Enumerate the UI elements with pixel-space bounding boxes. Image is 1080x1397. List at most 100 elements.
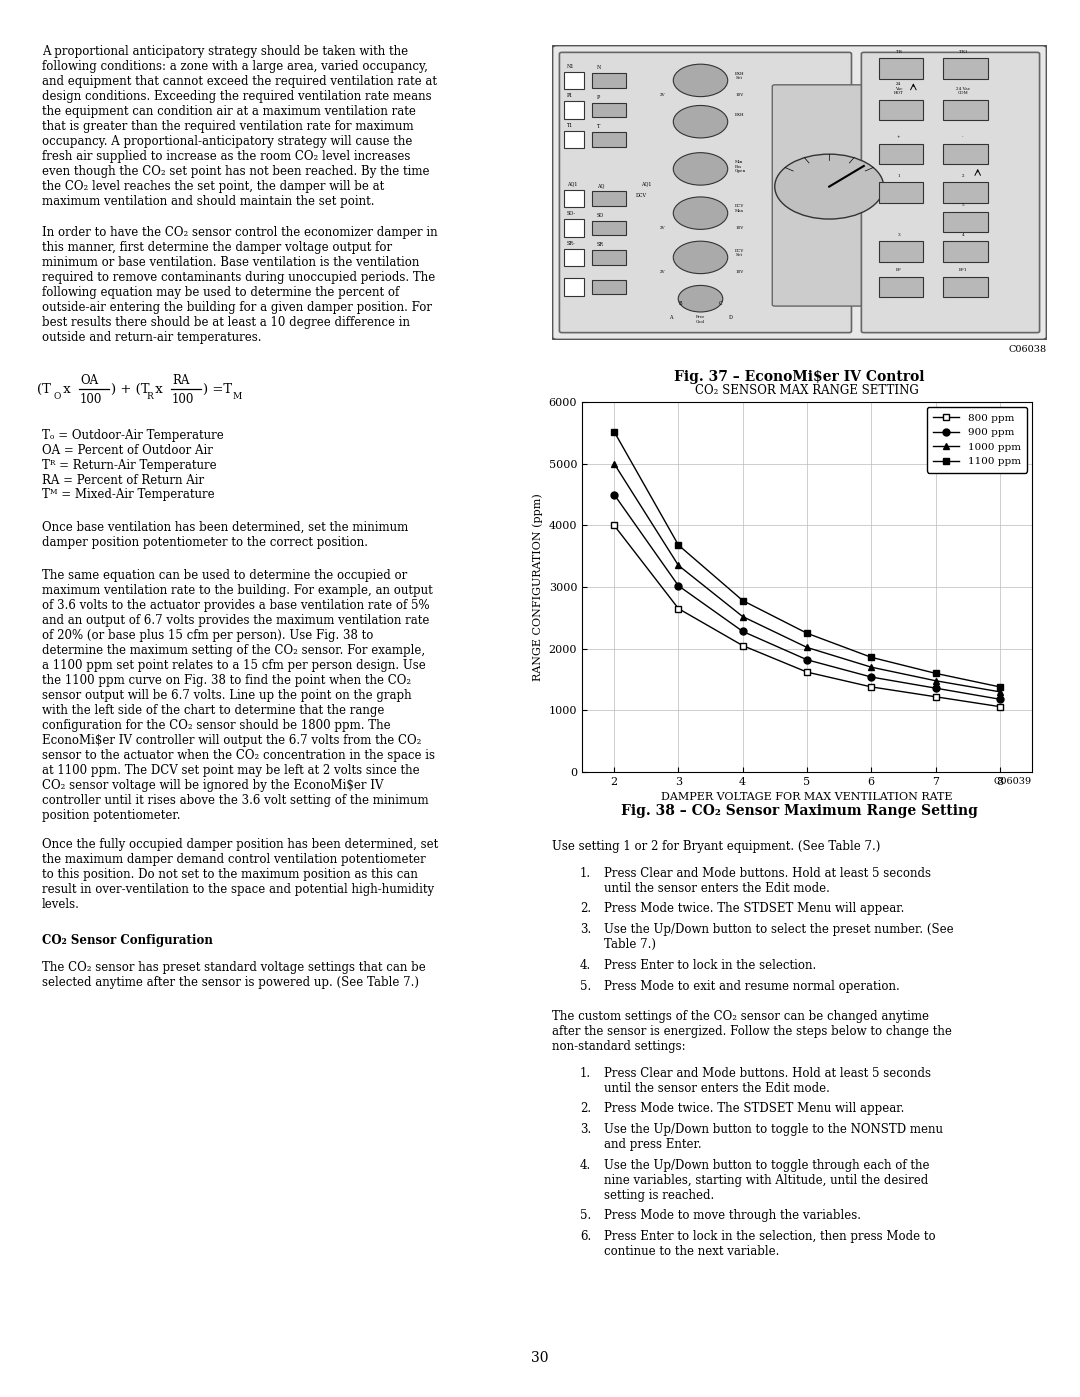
Bar bbox=[943, 99, 987, 120]
Text: The CO₂ sensor has preset standard voltage settings that can be
selected anytime: The CO₂ sensor has preset standard volta… bbox=[42, 961, 426, 989]
Text: Once the fully occupied damper position has been determined, set
the maximum dam: Once the fully occupied damper position … bbox=[42, 838, 438, 911]
FancyBboxPatch shape bbox=[772, 85, 886, 306]
Text: 4.: 4. bbox=[580, 958, 591, 972]
Text: ) =T: ) =T bbox=[203, 383, 232, 395]
Line: 800 ppm: 800 ppm bbox=[610, 522, 1003, 710]
Text: Press Clear and Mode buttons. Hold at least 5 seconds
until the sensor enters th: Press Clear and Mode buttons. Hold at le… bbox=[604, 866, 931, 895]
Bar bbox=[592, 73, 626, 88]
Text: AQ1: AQ1 bbox=[642, 182, 651, 187]
Text: OA = Percent of Outdoor Air: OA = Percent of Outdoor Air bbox=[42, 444, 213, 457]
Bar bbox=[879, 59, 923, 78]
800 ppm bbox=[737, 637, 750, 654]
Text: 3: 3 bbox=[897, 233, 900, 236]
Text: +: + bbox=[896, 136, 901, 140]
Text: D: D bbox=[728, 316, 732, 320]
900 ppm bbox=[929, 680, 942, 697]
Text: 5.: 5. bbox=[580, 1210, 591, 1222]
Bar bbox=[943, 277, 987, 298]
Text: M: M bbox=[232, 393, 242, 401]
800 ppm bbox=[608, 517, 621, 534]
Text: 4.: 4. bbox=[580, 1158, 591, 1172]
FancyBboxPatch shape bbox=[552, 45, 1047, 339]
Text: ) + (T: ) + (T bbox=[111, 383, 149, 395]
Text: 3.: 3. bbox=[580, 1123, 591, 1136]
Text: 2V: 2V bbox=[660, 270, 666, 274]
Bar bbox=[592, 191, 626, 205]
Text: CO₂ Sensor Configuration: CO₂ Sensor Configuration bbox=[42, 935, 213, 947]
Text: Use the Up/Down button to toggle through each of the
nine variables, starting wi: Use the Up/Down button to toggle through… bbox=[604, 1158, 930, 1201]
Bar bbox=[565, 278, 584, 296]
Text: -: - bbox=[962, 136, 963, 140]
Bar bbox=[943, 144, 987, 165]
Text: 3.: 3. bbox=[580, 923, 591, 936]
Text: N: N bbox=[596, 66, 600, 70]
Circle shape bbox=[673, 197, 728, 229]
Bar bbox=[592, 250, 626, 265]
Text: 551B,C: 551B,C bbox=[15, 631, 28, 683]
1100 ppm bbox=[672, 536, 685, 553]
Bar bbox=[879, 182, 923, 203]
800 ppm bbox=[994, 698, 1007, 715]
Text: 24 Vac
COM: 24 Vac COM bbox=[956, 87, 970, 95]
Text: SR-: SR- bbox=[567, 240, 576, 246]
Text: SO-: SO- bbox=[567, 211, 576, 217]
Text: SO: SO bbox=[596, 212, 604, 218]
Text: B: B bbox=[679, 300, 683, 306]
Text: RA: RA bbox=[172, 374, 189, 387]
Text: Free
Cool: Free Cool bbox=[696, 314, 705, 324]
Text: Tₒ = Outdoor-Air Temperature: Tₒ = Outdoor-Air Temperature bbox=[42, 429, 224, 443]
1000 ppm bbox=[608, 455, 621, 472]
Circle shape bbox=[673, 152, 728, 186]
Legend: 800 ppm, 900 ppm, 1000 ppm, 1100 ppm: 800 ppm, 900 ppm, 1000 ppm, 1100 ppm bbox=[927, 407, 1027, 472]
Text: DCV
Set: DCV Set bbox=[735, 249, 744, 257]
Y-axis label: RANGE CONFIGURATION (ppm): RANGE CONFIGURATION (ppm) bbox=[532, 493, 543, 680]
Text: 10V: 10V bbox=[735, 226, 743, 231]
Text: 1: 1 bbox=[897, 173, 900, 177]
800 ppm bbox=[865, 679, 878, 696]
Text: x: x bbox=[59, 383, 71, 395]
Bar bbox=[879, 144, 923, 165]
Circle shape bbox=[673, 106, 728, 138]
Bar bbox=[565, 71, 584, 89]
Text: 2: 2 bbox=[961, 173, 964, 177]
Text: 10V: 10V bbox=[735, 94, 743, 98]
Bar bbox=[565, 219, 584, 236]
Text: x: x bbox=[151, 383, 163, 395]
900 ppm bbox=[865, 669, 878, 686]
Text: 24
Vac
HOT: 24 Vac HOT bbox=[893, 82, 903, 95]
Text: T1: T1 bbox=[567, 123, 573, 127]
Text: Fig. 37 – EconoMi$er IV Control: Fig. 37 – EconoMi$er IV Control bbox=[674, 370, 924, 384]
1100 ppm bbox=[800, 624, 813, 641]
Bar bbox=[565, 249, 584, 267]
Text: AQ: AQ bbox=[596, 183, 604, 189]
Text: TR1: TR1 bbox=[959, 50, 967, 54]
Text: Press Mode twice. The STDSET Menu will appear.: Press Mode twice. The STDSET Menu will a… bbox=[604, 902, 904, 915]
Text: 2V: 2V bbox=[660, 94, 666, 98]
Text: A proportional anticipatory strategy should be taken with the
following conditio: A proportional anticipatory strategy sho… bbox=[42, 45, 437, 208]
1000 ppm bbox=[672, 557, 685, 574]
Text: 10V: 10V bbox=[735, 270, 743, 274]
Bar bbox=[943, 242, 987, 261]
X-axis label: DAMPER VOLTAGE FOR MAX VENTILATION RATE: DAMPER VOLTAGE FOR MAX VENTILATION RATE bbox=[661, 792, 953, 802]
Text: Press Clear and Mode buttons. Hold at least 5 seconds
until the sensor enters th: Press Clear and Mode buttons. Hold at le… bbox=[604, 1067, 931, 1095]
Bar bbox=[943, 212, 987, 232]
Bar bbox=[592, 221, 626, 235]
Text: Press Enter to lock in the selection.: Press Enter to lock in the selection. bbox=[604, 958, 816, 972]
Text: P: P bbox=[596, 95, 599, 99]
Text: P1: P1 bbox=[567, 94, 573, 98]
1100 ppm bbox=[994, 679, 1007, 696]
Text: A: A bbox=[669, 316, 673, 320]
800 ppm bbox=[800, 664, 813, 680]
Text: Use the Up/Down button to toggle to the NONSTD menu
and press Enter.: Use the Up/Down button to toggle to the … bbox=[604, 1123, 943, 1151]
Line: 1100 ppm: 1100 ppm bbox=[610, 427, 1003, 690]
Text: Fig. 38 – CO₂ Sensor Maximum Range Setting: Fig. 38 – CO₂ Sensor Maximum Range Setti… bbox=[621, 805, 977, 819]
Bar bbox=[592, 102, 626, 117]
Bar bbox=[565, 101, 584, 119]
Bar bbox=[565, 190, 584, 207]
Text: 2V: 2V bbox=[660, 226, 666, 231]
Text: Press Mode twice. The STDSET Menu will appear.: Press Mode twice. The STDSET Menu will a… bbox=[604, 1102, 904, 1115]
Text: O: O bbox=[54, 393, 60, 401]
1100 ppm bbox=[929, 665, 942, 682]
Bar bbox=[879, 242, 923, 261]
Text: In order to have the CO₂ sensor control the economizer damper in
this manner, fi: In order to have the CO₂ sensor control … bbox=[42, 226, 437, 344]
